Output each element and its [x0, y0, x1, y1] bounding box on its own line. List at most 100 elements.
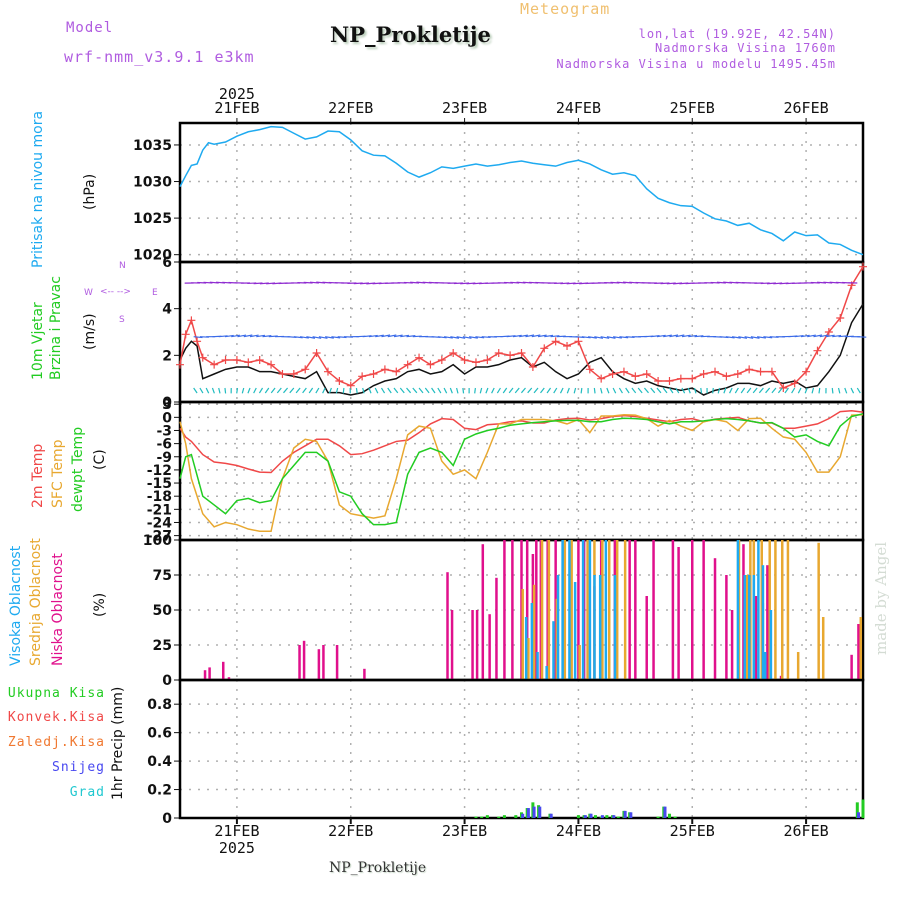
wind-barb-arrow: [514, 387, 520, 394]
precip-legend-snow: Snijeg: [52, 760, 105, 775]
wind-barb-arrow: [688, 334, 698, 338]
gust-marker: [585, 365, 594, 374]
bar-visoka-oblacnost: [524, 617, 528, 680]
gust-marker: [802, 367, 811, 376]
wind-barb-arrow: [218, 387, 221, 394]
bar-srednja-oblacnost: [578, 645, 581, 680]
y-tick-label: 0: [162, 811, 172, 827]
gust-marker: [187, 316, 196, 325]
series-line-pritisak-na-nivou-mora: [179, 125, 864, 256]
gust-marker: [369, 370, 378, 378]
compass-north: N: [119, 261, 126, 271]
gust-marker: [198, 353, 207, 362]
bar-visoka-oblacnost: [752, 575, 756, 680]
gust-marker: [676, 374, 685, 383]
panel-frame: [178, 121, 865, 264]
gust-marker: [619, 367, 628, 376]
footer-station-name: NP_Prokletije: [329, 860, 427, 876]
wind-barb-arrow: [746, 387, 752, 394]
y-tick-label: 1020: [133, 248, 172, 264]
x-tick-label-top: 24FEB: [556, 99, 601, 117]
wind-barb-arrow: [224, 387, 227, 394]
gust-marker: [437, 356, 446, 364]
wind-barb-arrow: [797, 387, 802, 394]
x-tick-label-top: 22FEB: [328, 99, 373, 117]
bar-snijeg: [663, 806, 667, 818]
gust-marker: [494, 349, 503, 357]
bar-srednja-oblacnost: [623, 540, 627, 680]
wind-barb-arrow: [362, 387, 365, 394]
wind-barb-arrow: [800, 334, 810, 338]
precip-legend-rain: Ukupna Kisa: [7, 686, 105, 701]
panel-pressure: 1020 1025 1030 1035: [133, 121, 865, 264]
gust-marker: [824, 328, 833, 336]
wind-barb-arrow: [750, 336, 760, 339]
bar-ukupna-kisa: [514, 815, 518, 818]
gust-marker: [483, 356, 492, 364]
wind-barb-arrow: [606, 387, 610, 394]
y-tick-label: 0.4: [147, 754, 172, 770]
wind-barb-arrow: [587, 336, 597, 339]
gust-marker: [517, 349, 526, 357]
gust-marker: [380, 365, 389, 374]
gust-marker: [471, 358, 480, 367]
gust-marker: [460, 356, 469, 364]
wind-barb-arrow: [681, 334, 691, 338]
wind-barb-arrow: [559, 387, 564, 394]
wind-barb-arrow: [479, 387, 483, 394]
bar-snijeg: [532, 806, 536, 818]
wind-barb-arrow: [318, 336, 328, 339]
wind-barb-arrow: [757, 336, 766, 339]
y-tick-label: 0.8: [147, 697, 172, 713]
wind-barb-arrow: [506, 335, 516, 338]
wind-barb-arrow: [669, 334, 679, 338]
y-tick-label: 3: [162, 397, 172, 413]
wind-barb-arrow: [650, 335, 660, 338]
gust-marker: [813, 346, 822, 355]
gust-marker: [255, 356, 264, 364]
bar-niska-oblacnost: [322, 645, 325, 680]
wind-barb-arrow: [618, 387, 623, 394]
bar-snijeg: [526, 808, 530, 818]
bar-srednja-oblacnost: [774, 540, 777, 680]
wind-barb-arrow: [400, 334, 410, 338]
y-tick-label: 25: [153, 638, 172, 654]
wind-barb-arrow: [387, 387, 392, 394]
y-tick-label: 100: [143, 533, 172, 549]
gust-marker: [301, 365, 310, 374]
bar-visoka-oblacnost: [763, 652, 767, 680]
wind-barb-arrow: [253, 387, 257, 394]
wind-barb-arrow: [681, 387, 686, 394]
wind-barb-arrow: [456, 336, 466, 339]
bar-visoka-oblacnost: [604, 540, 608, 680]
wind-barb-arrow: [410, 281, 420, 284]
bar-snijeg: [583, 815, 587, 818]
bar-visoka-oblacnost: [743, 575, 746, 680]
bar-niska-oblacnost: [203, 670, 207, 680]
gust-marker: [756, 367, 765, 376]
wind-barb-arrow: [531, 334, 541, 338]
wind-barb-arrow: [533, 387, 539, 394]
wind-barb-arrow: [193, 387, 198, 394]
bar-srednja-oblacnost: [817, 542, 820, 680]
wind-barb-arrow: [553, 387, 558, 394]
wind-barb-arrow: [844, 387, 848, 394]
bar-niska-oblacnost: [317, 649, 321, 680]
bar-niska-oblacnost: [525, 540, 529, 680]
y-tick-label: -9: [156, 450, 172, 466]
bar-niska-oblacnost: [628, 540, 631, 680]
wind-barb-arrow: [600, 387, 603, 394]
wind-barb-arrow: [393, 387, 399, 394]
gust-marker: [745, 365, 754, 374]
bar-srednja-oblacnost: [532, 584, 536, 680]
gust-marker: [608, 370, 617, 378]
wind-barb-arrow: [600, 336, 610, 339]
wind-barb-arrow: [537, 334, 547, 338]
wind-barb-arrow: [375, 334, 384, 338]
wind-barb-arrow: [306, 336, 316, 339]
gust-marker: [312, 349, 321, 357]
bar-niska-oblacnost: [766, 565, 769, 680]
wind-barb-arrow: [675, 387, 680, 394]
bar-niska-oblacnost: [450, 610, 454, 680]
bar-ukupna-kisa: [656, 816, 660, 818]
